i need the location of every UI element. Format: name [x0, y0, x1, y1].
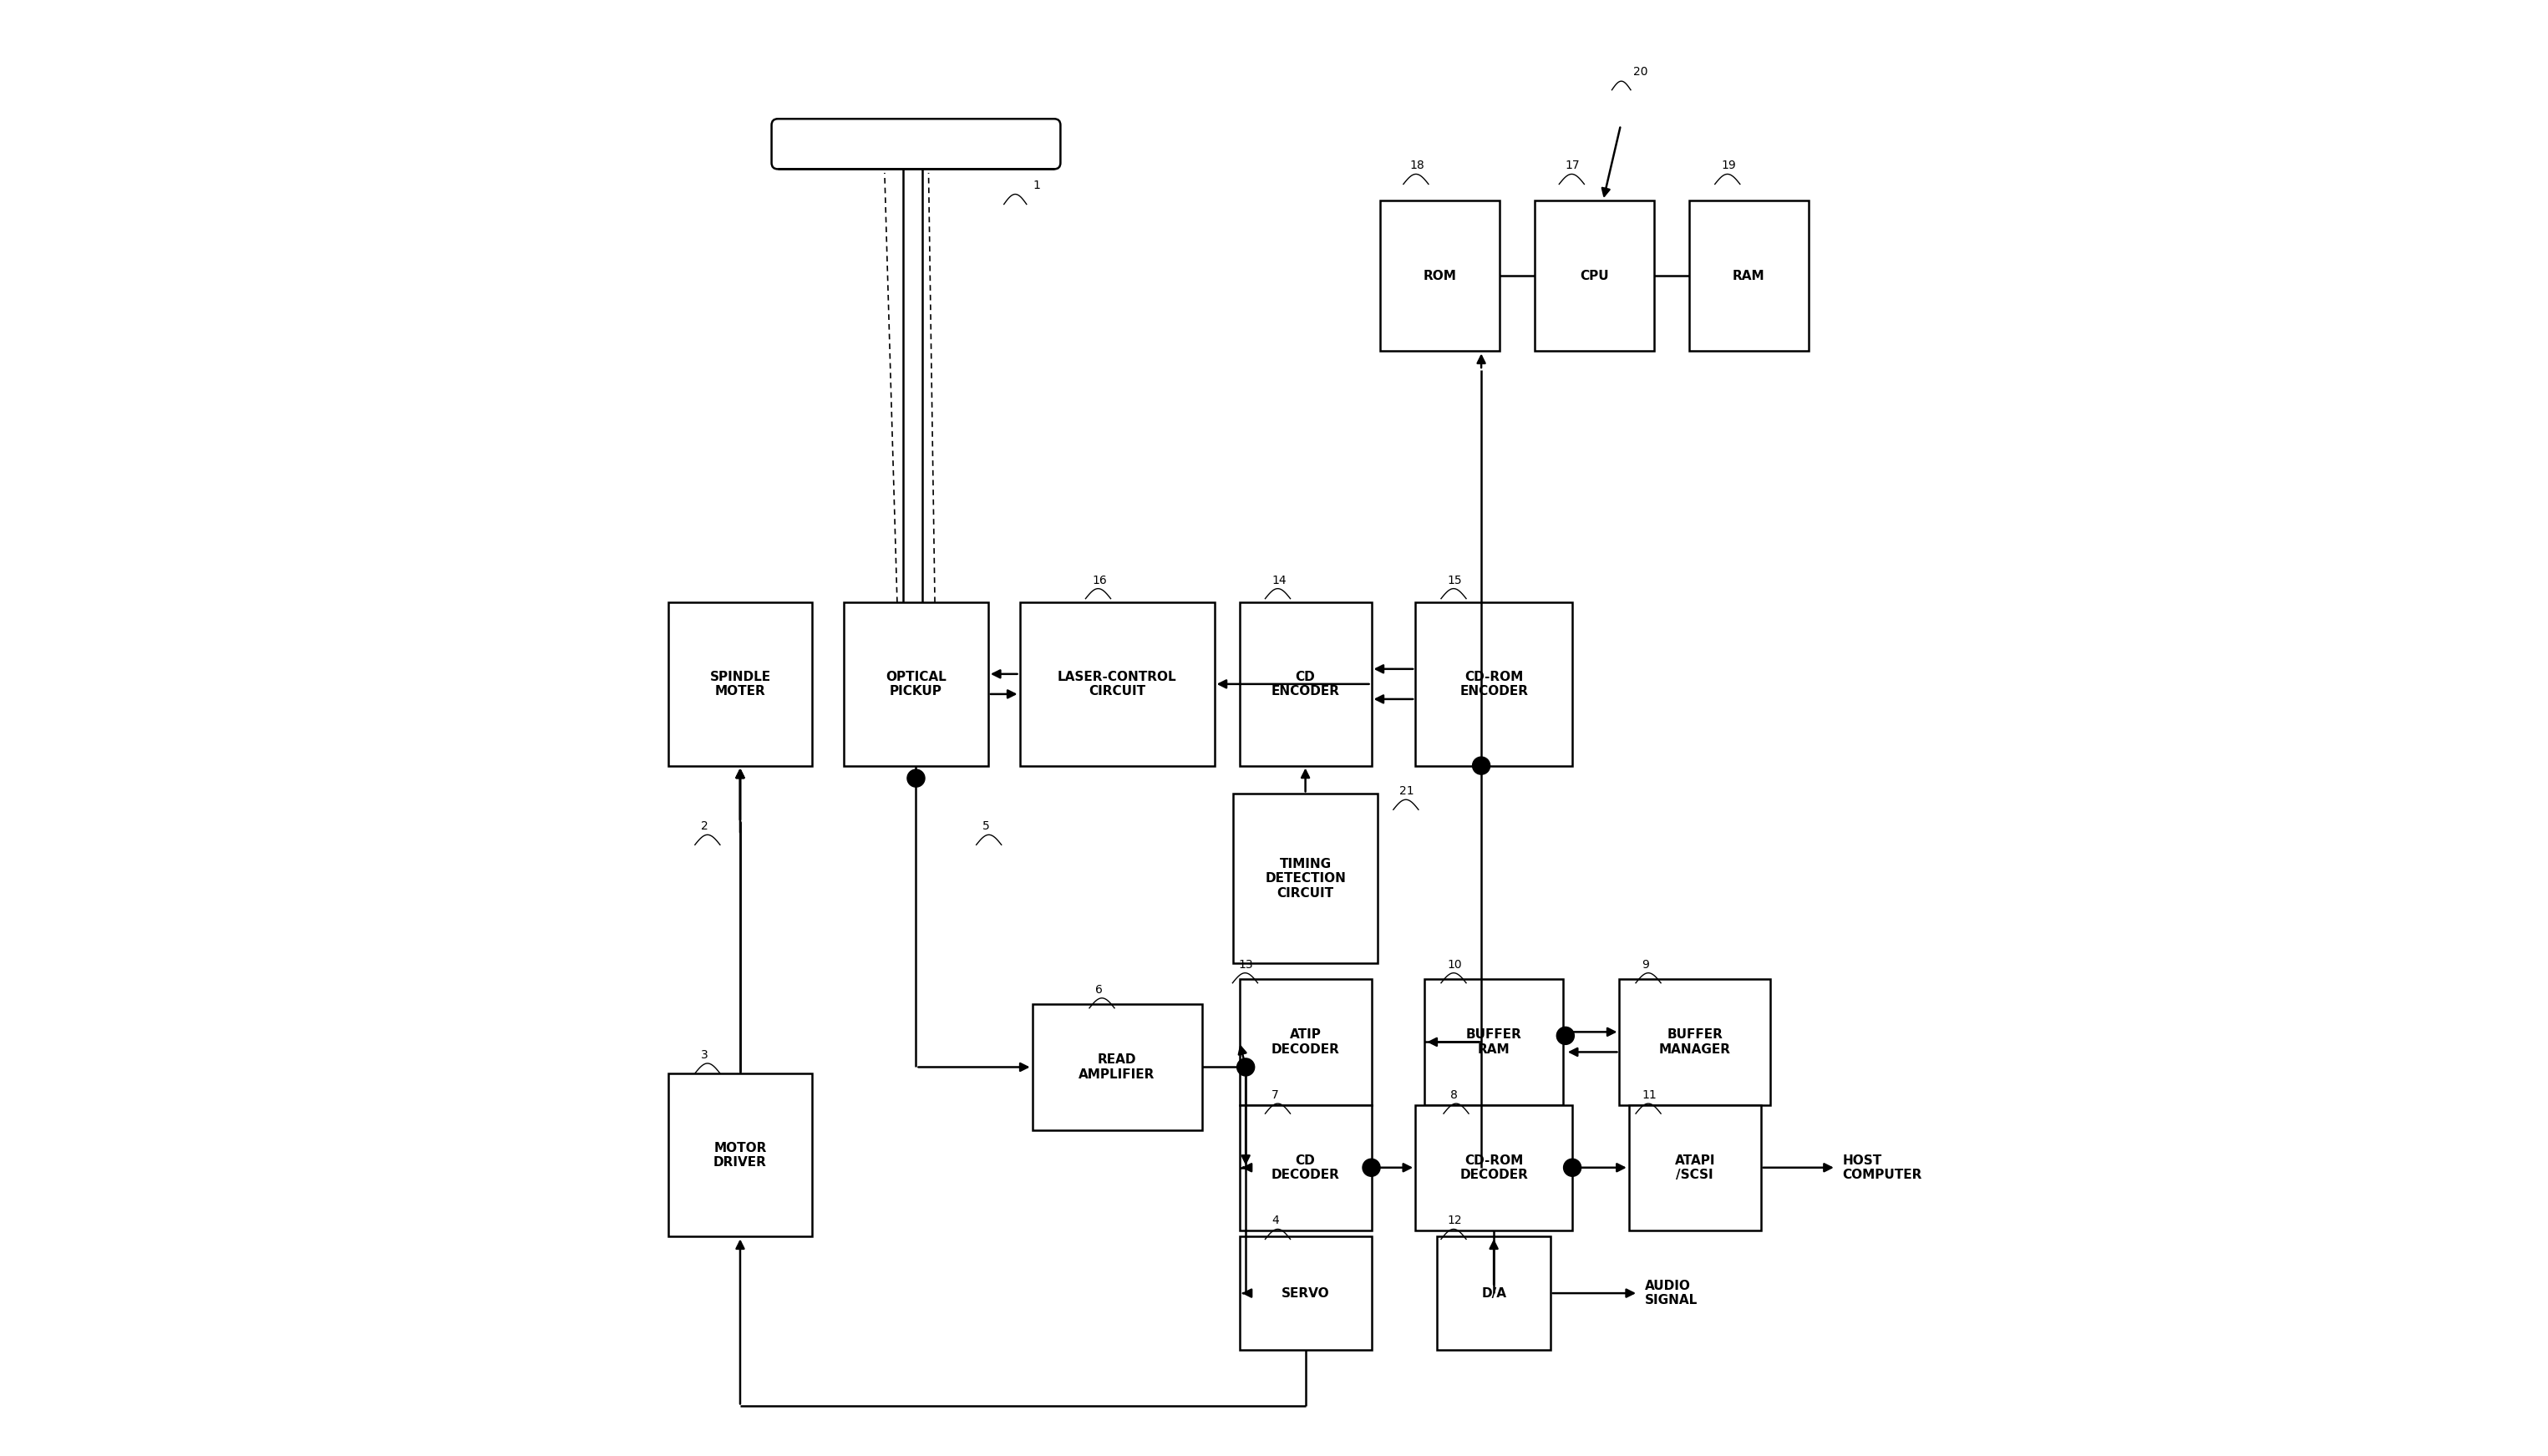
Bar — [1414, 603, 1572, 766]
Text: SPINDLE
MOTER: SPINDLE MOTER — [708, 671, 769, 697]
Text: 11: 11 — [1641, 1089, 1656, 1101]
Text: 10: 10 — [1447, 958, 1463, 970]
Text: CD
ENCODER: CD ENCODER — [1271, 671, 1340, 697]
Bar — [1381, 201, 1498, 351]
Bar — [1437, 1236, 1549, 1350]
Circle shape — [1236, 1059, 1254, 1076]
Circle shape — [907, 769, 925, 788]
Text: 9: 9 — [1641, 958, 1649, 970]
Text: BUFFER
RAM: BUFFER RAM — [1465, 1028, 1521, 1056]
Circle shape — [1564, 1159, 1582, 1176]
Text: OPTICAL
PICKUP: OPTICAL PICKUP — [887, 671, 945, 697]
Text: 21: 21 — [1399, 785, 1414, 796]
Text: ATAPI
/SCSI: ATAPI /SCSI — [1674, 1155, 1715, 1181]
Text: AUDIO
SIGNAL: AUDIO SIGNAL — [1643, 1280, 1697, 1306]
Text: BUFFER
MANAGER: BUFFER MANAGER — [1659, 1028, 1730, 1056]
Bar — [668, 603, 813, 766]
Text: 3: 3 — [701, 1050, 708, 1061]
FancyBboxPatch shape — [772, 119, 1060, 169]
Bar — [843, 603, 989, 766]
Bar — [1233, 794, 1378, 964]
Text: 14: 14 — [1271, 574, 1287, 587]
Text: CD-ROM
DECODER: CD-ROM DECODER — [1460, 1155, 1529, 1181]
Text: 16: 16 — [1093, 574, 1106, 587]
Bar — [1032, 1005, 1203, 1130]
Text: 20: 20 — [1633, 66, 1649, 77]
Bar — [1628, 1105, 1761, 1230]
Text: 4: 4 — [1271, 1214, 1279, 1226]
Bar — [1689, 201, 1809, 351]
Text: CD-ROM
ENCODER: CD-ROM ENCODER — [1460, 671, 1529, 697]
Circle shape — [1473, 757, 1491, 775]
Bar — [1238, 603, 1371, 766]
Text: CPU: CPU — [1580, 269, 1608, 282]
Bar — [1534, 201, 1654, 351]
Bar — [1019, 603, 1215, 766]
Text: ATIP
DECODER: ATIP DECODER — [1271, 1028, 1340, 1056]
Text: 17: 17 — [1564, 160, 1580, 172]
Text: HOST
COMPUTER: HOST COMPUTER — [1842, 1155, 1921, 1181]
Text: LASER-CONTROL
CIRCUIT: LASER-CONTROL CIRCUIT — [1057, 671, 1177, 697]
Text: 12: 12 — [1447, 1214, 1463, 1226]
Text: 6: 6 — [1096, 984, 1103, 996]
Text: 1: 1 — [1032, 181, 1040, 192]
Text: 13: 13 — [1238, 958, 1254, 970]
Text: READ
AMPLIFIER: READ AMPLIFIER — [1078, 1054, 1154, 1080]
Bar — [1238, 980, 1371, 1105]
Bar — [1424, 980, 1562, 1105]
Bar — [1414, 1105, 1572, 1230]
Text: CD
DECODER: CD DECODER — [1271, 1155, 1340, 1181]
Circle shape — [1557, 1026, 1575, 1044]
Bar — [668, 1073, 813, 1236]
Text: 19: 19 — [1720, 160, 1735, 172]
Text: D/A: D/A — [1480, 1287, 1506, 1299]
Text: SERVO: SERVO — [1282, 1287, 1330, 1299]
Text: 7: 7 — [1271, 1089, 1279, 1101]
Circle shape — [1363, 1159, 1381, 1176]
Text: 18: 18 — [1409, 160, 1424, 172]
Text: 8: 8 — [1450, 1089, 1457, 1101]
Bar — [1621, 980, 1771, 1105]
Text: RAM: RAM — [1733, 269, 1766, 282]
Text: 5: 5 — [984, 821, 989, 833]
Bar — [1238, 1105, 1371, 1230]
Bar — [1238, 1236, 1371, 1350]
Text: ROM: ROM — [1424, 269, 1457, 282]
Text: TIMING
DETECTION
CIRCUIT: TIMING DETECTION CIRCUIT — [1264, 858, 1345, 900]
Text: 15: 15 — [1447, 574, 1463, 587]
Text: 2: 2 — [701, 821, 708, 833]
Text: MOTOR
DRIVER: MOTOR DRIVER — [713, 1142, 767, 1169]
